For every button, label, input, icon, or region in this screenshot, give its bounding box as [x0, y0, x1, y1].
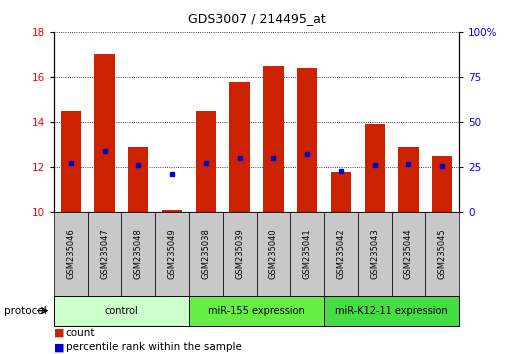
Text: protocol: protocol [4, 306, 47, 316]
Bar [94, 55, 114, 212]
Bar [229, 81, 250, 212]
Bar [128, 147, 148, 212]
Text: GSM235044: GSM235044 [404, 229, 413, 279]
Text: GDS3007 / 214495_at: GDS3007 / 214495_at [188, 12, 325, 25]
Bar [331, 172, 351, 212]
Text: GSM235048: GSM235048 [134, 229, 143, 279]
Text: GSM235049: GSM235049 [168, 229, 176, 279]
Text: count: count [66, 328, 95, 338]
Bar [365, 124, 385, 212]
Text: GSM235039: GSM235039 [235, 229, 244, 279]
Bar [195, 111, 216, 212]
Bar [398, 147, 419, 212]
Bar [297, 68, 317, 212]
Text: GSM235042: GSM235042 [337, 229, 345, 279]
Text: GSM235043: GSM235043 [370, 229, 379, 279]
Text: GSM235040: GSM235040 [269, 229, 278, 279]
Bar [61, 111, 81, 212]
Text: GSM235046: GSM235046 [66, 229, 75, 279]
Text: ■: ■ [54, 328, 64, 338]
Bar [432, 156, 452, 212]
Text: GSM235038: GSM235038 [201, 229, 210, 279]
Bar [162, 210, 182, 212]
Text: GSM235047: GSM235047 [100, 229, 109, 279]
Bar [263, 66, 284, 212]
Text: ■: ■ [54, 342, 64, 352]
Text: miR-K12-11 expression: miR-K12-11 expression [336, 306, 448, 316]
Text: GSM235041: GSM235041 [303, 229, 312, 279]
Text: control: control [105, 306, 139, 316]
Text: miR-155 expression: miR-155 expression [208, 306, 305, 316]
Text: percentile rank within the sample: percentile rank within the sample [66, 342, 242, 352]
Text: GSM235045: GSM235045 [438, 229, 447, 279]
